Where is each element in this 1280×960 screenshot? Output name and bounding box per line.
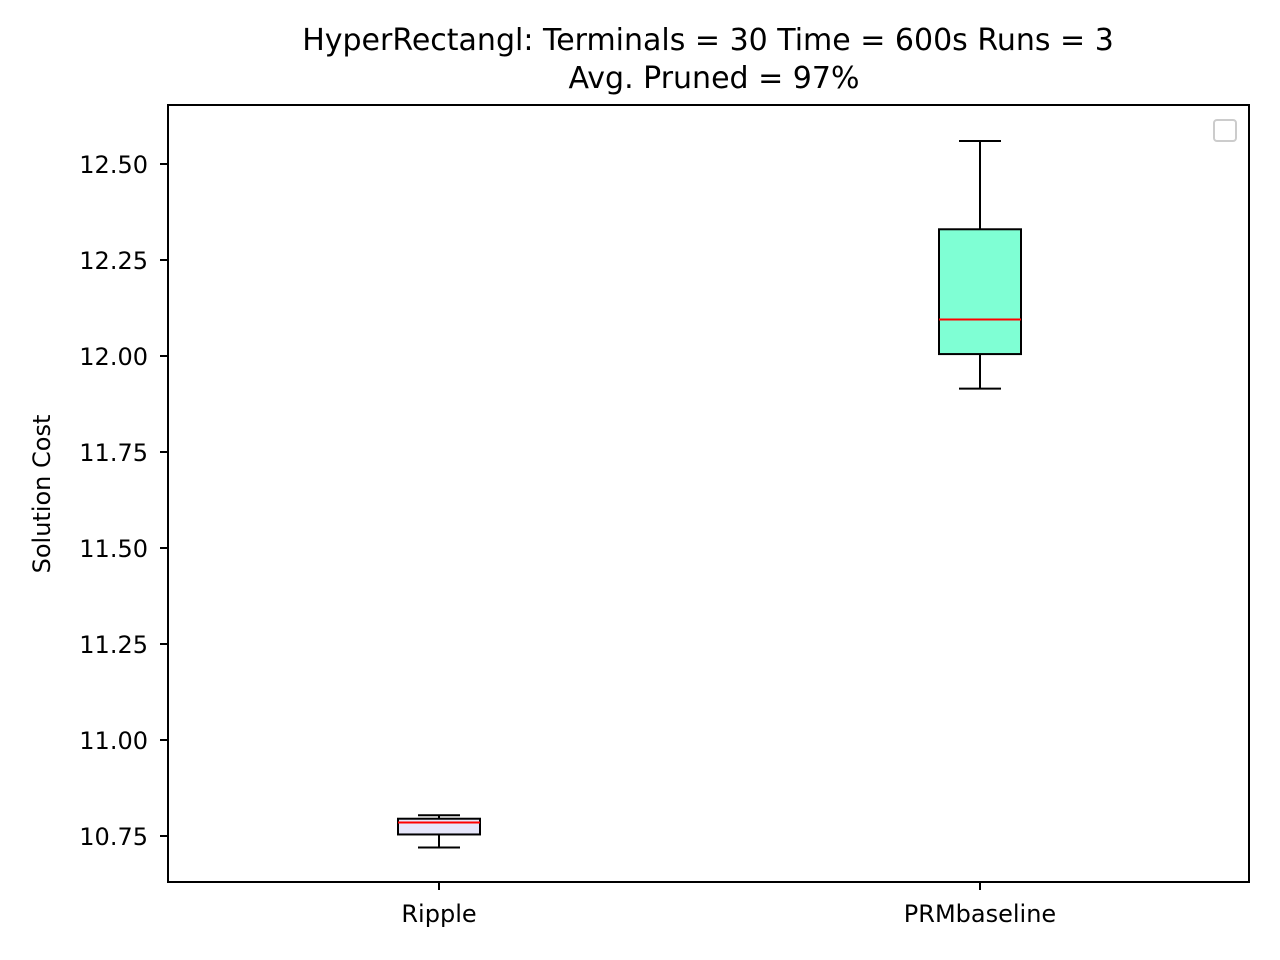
box-prmbaseline (938, 139, 1022, 390)
x-tick-label: PRMbaseline (904, 900, 1056, 928)
y-tick-label: 10.75 (79, 823, 148, 851)
y-tick-label: 12.00 (79, 343, 148, 371)
chart-title-line2: Avg. Pruned = 97% (569, 61, 860, 96)
y-tick-label: 11.00 (79, 727, 148, 755)
y-tick-label: 11.25 (79, 631, 148, 659)
y-tick-label: 12.25 (79, 247, 148, 275)
y-tick-label: 12.50 (79, 151, 148, 179)
x-axis-ticks: Ripple PRMbaseline (401, 882, 1056, 928)
x-tick-label: Ripple (401, 900, 476, 928)
chart-title-line1: HyperRectangl: Terminals = 30 Time = 600… (302, 23, 1114, 58)
plot-area (167, 104, 1250, 883)
y-axis-label: Solution Cost (28, 415, 56, 574)
box-ripple (397, 814, 481, 849)
iqr-box (938, 228, 1022, 356)
y-tick-label: 11.50 (79, 535, 148, 563)
y-axis-ticks: 10.75 11.00 11.25 11.50 11.75 12.00 12.25 12.50 (79, 151, 168, 851)
legend-box (1213, 119, 1237, 142)
boxes-layer (397, 139, 1022, 849)
y-tick-label: 11.75 (79, 439, 148, 467)
iqr-box (397, 817, 481, 836)
